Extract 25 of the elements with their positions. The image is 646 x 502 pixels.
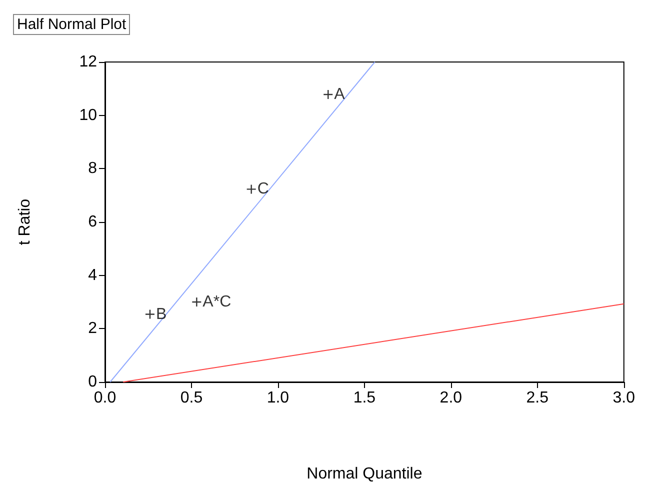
- point: [246, 184, 256, 194]
- y-tick-label: 10: [79, 106, 98, 124]
- point: [192, 296, 202, 308]
- y-tick-label: 8: [88, 160, 98, 178]
- x-axis-title: Normal Quantile: [306, 466, 422, 482]
- x-tick-label: 0.5: [180, 390, 203, 406]
- point: [323, 89, 334, 100]
- y-tick-label: 12: [79, 54, 98, 70]
- y-tick-label: 2: [88, 320, 98, 338]
- x-tick-label: 0.0: [94, 390, 116, 406]
- y-tick-label: 4: [88, 266, 98, 284]
- chart-title: Half Normal Plot: [17, 16, 128, 33]
- x-tick-label: 2.5: [526, 390, 549, 406]
- annotation: A: [334, 86, 346, 104]
- y-axis-title: t Ratio: [16, 198, 34, 246]
- y-tick-label: 6: [88, 214, 98, 230]
- x-tick-label: 2.0: [440, 390, 462, 406]
- annotation: B: [156, 306, 167, 323]
- x-tick-label: 1.0: [266, 390, 290, 406]
- y-tick-label: 0: [88, 374, 98, 390]
- x-tick-label: 3.0: [612, 390, 636, 406]
- annotation: A*C: [202, 294, 232, 310]
- x-tick-label: 1.5: [353, 390, 376, 406]
- point: [144, 309, 156, 320]
- annotation: C: [257, 180, 269, 198]
